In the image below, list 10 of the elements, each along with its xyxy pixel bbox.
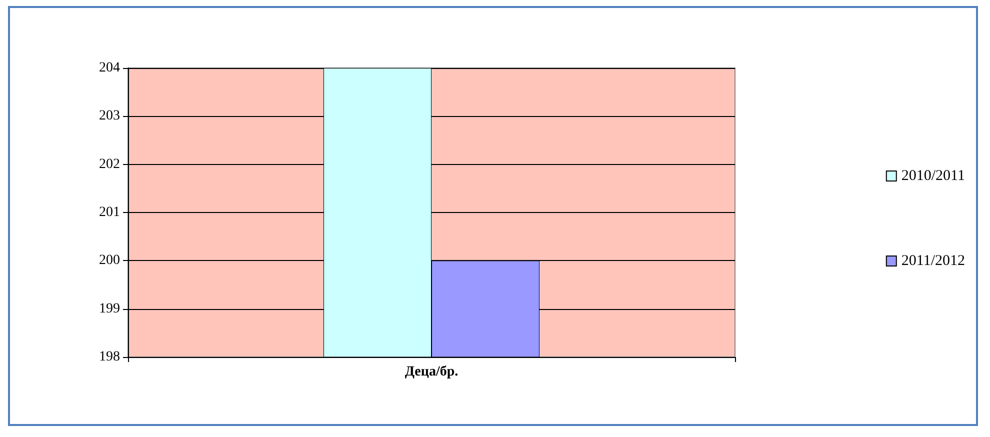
y-tick-label: 204 bbox=[99, 60, 120, 76]
legend-label: 2011/2012 bbox=[901, 253, 966, 269]
y-tick-label: 199 bbox=[99, 301, 120, 316]
x-tick-label: Деца/бр. bbox=[404, 364, 458, 380]
legend-label: 2010/2011 bbox=[901, 168, 966, 184]
y-tick-label: 201 bbox=[99, 205, 120, 220]
y-tick-label: 202 bbox=[99, 156, 120, 172]
y-tick-label: 203 bbox=[99, 108, 120, 124]
y-tick-label: 200 bbox=[99, 253, 120, 268]
y-tick-label: 198 bbox=[99, 350, 120, 364]
